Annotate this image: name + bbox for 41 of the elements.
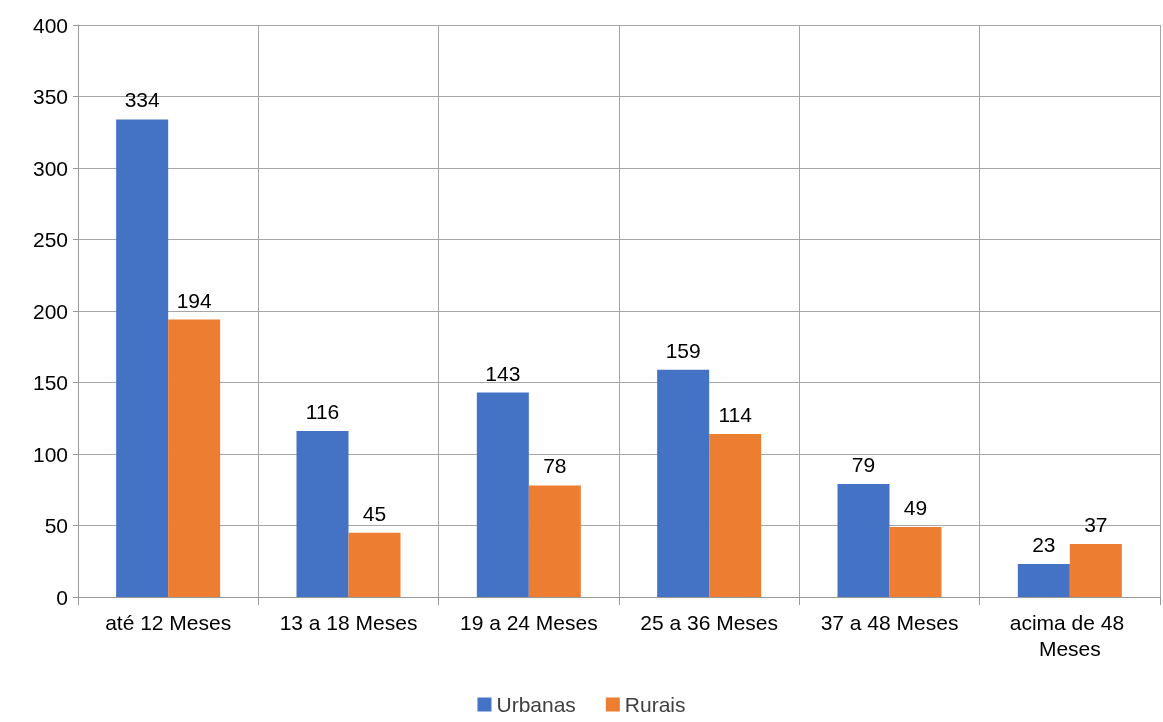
y-tick-label: 300: [32, 156, 68, 180]
data-label: 159: [665, 338, 701, 362]
x-tick-label: 37 a 48 Meses: [820, 610, 959, 634]
bar: [296, 431, 349, 597]
y-tick-label: 350: [32, 85, 68, 108]
x-tick-label: 13 a 18 Meses: [279, 610, 418, 634]
data-label: 334: [124, 88, 160, 112]
bar: [1069, 544, 1122, 597]
bar: [348, 532, 401, 597]
data-label: 78: [543, 454, 567, 478]
data-label: 114: [718, 402, 753, 426]
x-tick-label: acima de 48 Meses: [1009, 610, 1130, 660]
y-tick-label: 200: [32, 299, 68, 323]
x-tick-label: 19 a 24 Meses: [459, 610, 598, 634]
legend-label: Rurais: [624, 693, 686, 716]
bar: [476, 392, 529, 597]
data-label: 37: [1084, 513, 1108, 537]
y-tick-label: 0: [56, 585, 68, 609]
y-tick-label: 50: [44, 514, 68, 537]
y-tick-label: 250: [32, 228, 68, 251]
bar: [657, 369, 710, 597]
data-label: 194: [176, 288, 212, 312]
bar: [528, 485, 581, 597]
legend-label: Urbanas: [496, 693, 576, 716]
bar: [837, 484, 890, 597]
data-label: 49: [903, 495, 928, 519]
data-label: 143: [485, 361, 521, 385]
data-label: 45: [362, 501, 387, 525]
bar: [1017, 564, 1070, 597]
bar: [116, 119, 169, 597]
x-tick-label: até 12 Meses: [105, 610, 232, 634]
y-tick-label: 400: [32, 13, 68, 37]
bar: [889, 526, 942, 597]
data-label: 116: [305, 400, 340, 424]
data-label: 23: [1032, 533, 1056, 557]
bar: [709, 433, 762, 597]
y-tick-label: 100: [32, 442, 68, 466]
x-tick-label: 25 a 36 Meses: [640, 610, 779, 634]
y-tick-label: 150: [32, 371, 68, 394]
data-label: 79: [851, 453, 876, 477]
bar: [168, 319, 221, 597]
